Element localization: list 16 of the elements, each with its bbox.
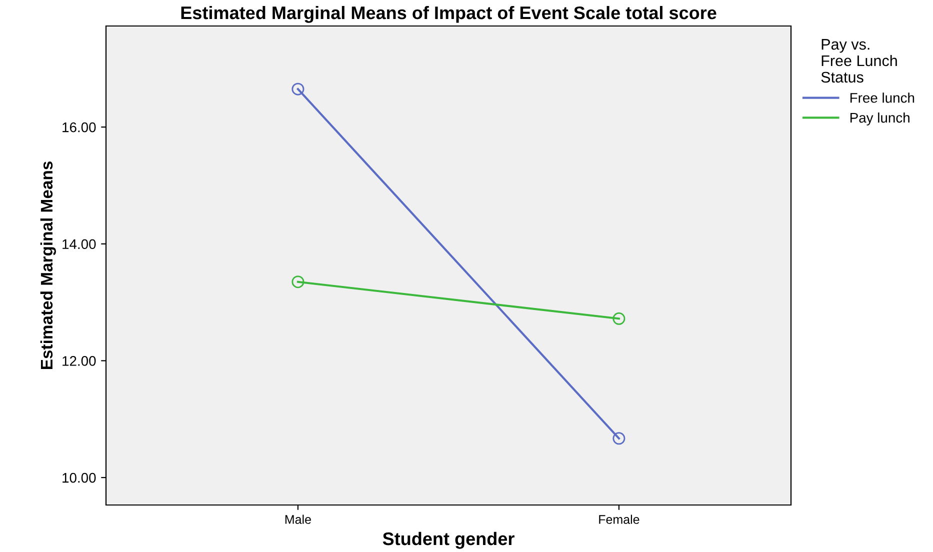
x-tick-label: Male [285,514,311,524]
x-tick-label: Female [599,514,640,524]
legend-title: Pay vs. Free Lunch Status [821,39,897,83]
y-tick-label: 12.00 [62,356,96,366]
legend-label: Free lunch [850,92,914,103]
point [292,82,304,96]
point [292,276,304,288]
point [612,432,626,445]
y-tick-label: 10.00 [62,472,96,483]
y-axis-title: Estimated Marginal Means [40,162,56,370]
chart-title: Estimated Marginal Means of Impact of Event Scale total score [181,6,716,23]
y-tick-label: 14.00 [62,239,96,250]
legend-label: Pay lunch [850,112,910,126]
x-axis-title: Student gender [382,532,514,549]
y-tick-label: 16.00 [62,122,96,132]
point [612,312,626,325]
